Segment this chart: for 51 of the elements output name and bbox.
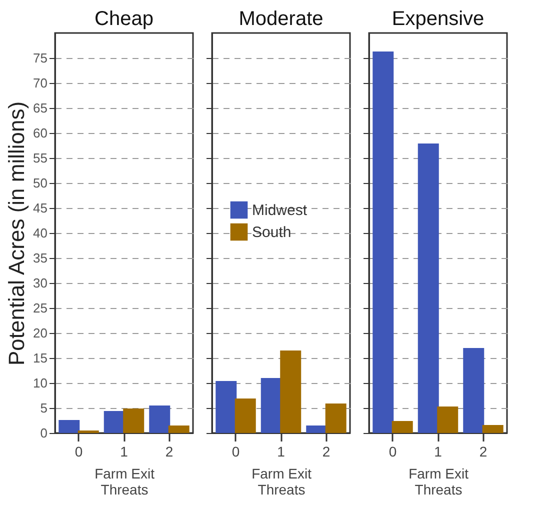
y-tick-label: 50 — [33, 176, 48, 190]
y-tick-label: 25 — [33, 300, 48, 316]
x-axis-title: Farm Exit Threats — [94, 466, 155, 498]
x-tick-label: 2 — [165, 444, 174, 460]
y-tick-label: 0 — [40, 426, 48, 440]
y-tick-label: 45 — [33, 200, 48, 216]
x-tick-label: 0 — [74, 444, 83, 460]
x-tick-label: 0 — [388, 444, 397, 460]
x-tick-label: 2 — [479, 444, 488, 460]
bar — [392, 421, 413, 433]
bar — [168, 426, 190, 433]
bar — [418, 144, 439, 433]
x-tick-label: 0 — [232, 444, 240, 460]
bar — [149, 406, 170, 433]
bar — [437, 406, 458, 433]
bar — [260, 378, 282, 433]
y-tick-label: 20 — [33, 326, 48, 340]
bar — [234, 398, 256, 433]
bar — [372, 52, 394, 433]
y-tick-label: 55 — [33, 150, 48, 166]
y-tick-label: 40 — [33, 226, 48, 240]
bar — [325, 404, 346, 433]
x-tick-label: 1 — [120, 444, 128, 460]
y-tick-label: 10 — [33, 376, 48, 390]
y-tick-label: 70 — [33, 76, 48, 90]
y-tick-label: 30 — [33, 276, 48, 290]
y-tick-label: 35 — [33, 250, 48, 266]
bar — [306, 426, 328, 433]
chart-title: Expensive — [392, 8, 484, 30]
x-axis-title: Farm Exit Threats — [408, 466, 469, 498]
bar — [123, 408, 144, 433]
y-tick-label: 5 — [40, 400, 48, 416]
legend-label: Midwest — [252, 202, 308, 219]
y-tick-label: 60 — [33, 126, 48, 140]
bar — [216, 381, 237, 433]
bar — [482, 425, 504, 433]
chart-title: Moderate — [238, 8, 324, 30]
x-tick-label: 1 — [434, 444, 442, 460]
x-tick-label: 2 — [322, 444, 330, 460]
bar — [463, 348, 484, 433]
y-tick-label: 65 — [33, 100, 48, 116]
bar — [280, 350, 302, 433]
y-tick-label: 15 — [33, 350, 48, 366]
legend-label: South — [252, 224, 292, 241]
x-axis-title: Farm Exit Threats — [252, 466, 312, 498]
x-tick-label: 1 — [277, 444, 286, 460]
bar — [104, 411, 125, 433]
bar — [58, 420, 80, 433]
y-tick-label: 75 — [33, 50, 48, 66]
y-axis-title: Potential Acres (in millions) — [4, 101, 30, 366]
chart-title: Cheap — [94, 8, 154, 30]
